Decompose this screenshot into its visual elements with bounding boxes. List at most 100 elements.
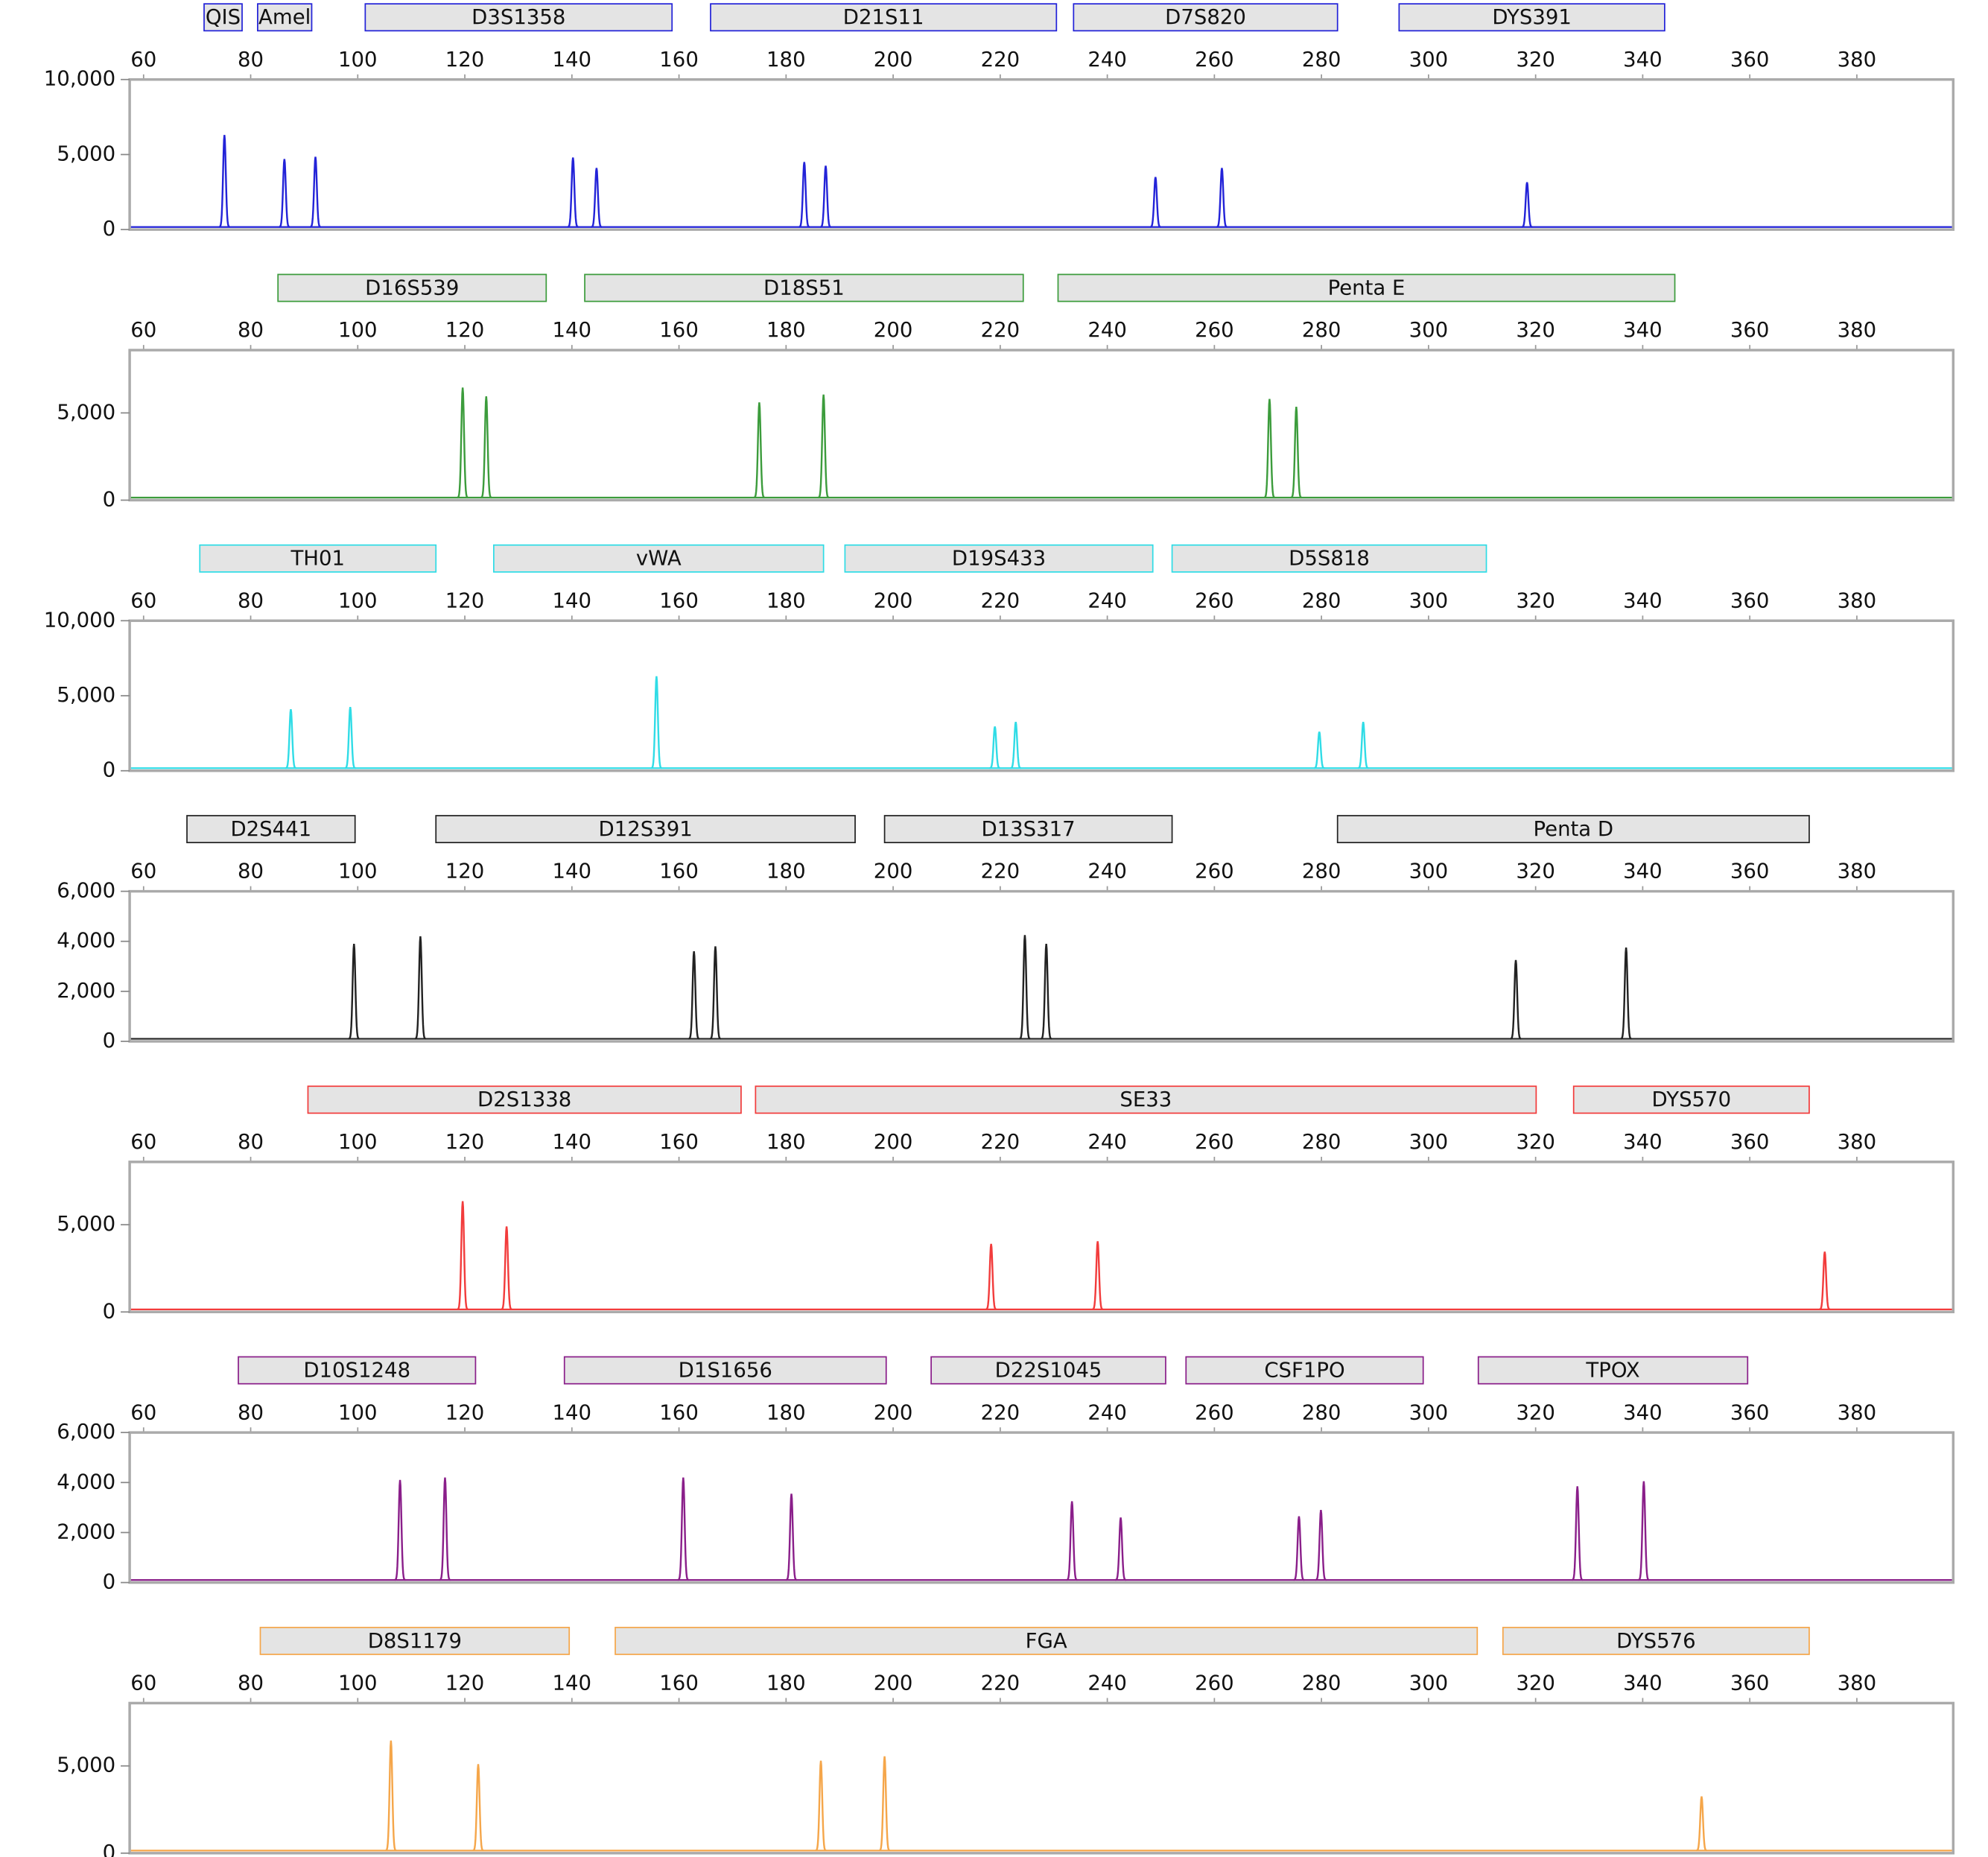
- plot-area: [128, 78, 1955, 231]
- locus-box: [277, 273, 547, 302]
- x-tick-label: 140: [553, 1672, 592, 1695]
- locus-box: [203, 3, 243, 32]
- x-tick-label: 80: [238, 588, 264, 612]
- x-tick-label: 360: [1730, 1672, 1770, 1695]
- locus-box: [1171, 544, 1487, 573]
- peak: [677, 1477, 689, 1581]
- locus-label: D18S51: [763, 276, 845, 299]
- x-tick-label: 340: [1623, 588, 1663, 612]
- x-tick-label: 240: [1087, 588, 1127, 612]
- x-tick-label: 200: [874, 1672, 913, 1695]
- peak: [1066, 1501, 1078, 1581]
- locus-box: [493, 544, 825, 573]
- y-tick-label: 2,000: [57, 979, 115, 1003]
- x-tick-label: 140: [553, 1130, 592, 1154]
- peak: [798, 162, 810, 228]
- y-tick-label: 0: [103, 217, 116, 241]
- peak: [385, 1740, 397, 1852]
- peak: [1638, 1481, 1650, 1581]
- x-tick-label: 380: [1838, 1130, 1877, 1154]
- x-tick-label: 200: [874, 318, 913, 342]
- x-tick-label: 240: [1087, 1130, 1127, 1154]
- y-tick-label: 6,000: [57, 879, 115, 903]
- x-tick-label: 140: [553, 318, 592, 342]
- peak: [1315, 1510, 1327, 1581]
- locus-label: QIS: [206, 5, 241, 29]
- locus-label: SE33: [1120, 1088, 1172, 1111]
- locus-label: D22S1045: [995, 1358, 1102, 1382]
- plot-area: [128, 1701, 1955, 1855]
- peak: [1149, 177, 1161, 228]
- x-tick-label: 280: [1302, 860, 1341, 883]
- y-tick-label: 2,000: [57, 1520, 115, 1543]
- x-tick-label: 200: [874, 48, 913, 72]
- locus-box: [755, 1085, 1537, 1114]
- locus-box: [186, 815, 356, 844]
- x-tick-label: 80: [238, 860, 264, 883]
- peak: [1263, 399, 1275, 499]
- x-tick-label: 160: [659, 860, 699, 883]
- locus-box: [883, 815, 1173, 844]
- locus-box: [257, 3, 313, 32]
- x-tick-label: 180: [766, 588, 806, 612]
- x-tick-label: 280: [1302, 1130, 1341, 1154]
- x-tick-label: 300: [1409, 318, 1449, 342]
- x-tick-label: 160: [659, 1130, 699, 1154]
- x-tick-label: 300: [1409, 588, 1449, 612]
- x-tick-label: 60: [130, 318, 156, 342]
- x-tick-label: 380: [1838, 588, 1877, 612]
- x-tick-label: 260: [1195, 318, 1234, 342]
- peak: [279, 159, 290, 228]
- plot-area: [128, 889, 1955, 1043]
- y-tick-label: 4,000: [57, 1470, 115, 1493]
- locus-label: D8S1179: [368, 1629, 462, 1653]
- peak: [753, 402, 765, 499]
- x-tick-label: 80: [238, 318, 264, 342]
- x-tick-label: 180: [766, 1672, 806, 1695]
- x-tick-label: 320: [1516, 588, 1555, 612]
- peak: [709, 946, 721, 1040]
- peak: [285, 708, 296, 769]
- peak: [1293, 1516, 1305, 1581]
- locus-label: TPOX: [1585, 1358, 1639, 1382]
- x-tick-label: 80: [238, 48, 264, 72]
- locus-label: DYS576: [1616, 1629, 1696, 1653]
- peak: [1313, 731, 1325, 769]
- x-tick-label: 180: [766, 48, 806, 72]
- x-tick-label: 60: [130, 1672, 156, 1695]
- x-tick-label: 320: [1516, 1130, 1555, 1154]
- x-tick-label: 240: [1087, 860, 1127, 883]
- x-tick-label: 280: [1302, 1672, 1341, 1695]
- x-tick-label: 140: [553, 1400, 592, 1424]
- locus-label: D7S820: [1165, 5, 1246, 29]
- x-tick-label: 340: [1623, 860, 1663, 883]
- peak: [650, 676, 662, 769]
- x-tick-label: 340: [1623, 318, 1663, 342]
- x-tick-label: 100: [338, 318, 378, 342]
- locus-box: [1336, 815, 1810, 844]
- y-tick-label: 0: [103, 1841, 116, 1857]
- locus-box: [1185, 1356, 1424, 1385]
- x-tick-label: 180: [766, 318, 806, 342]
- x-tick-label: 140: [553, 588, 592, 612]
- peak: [480, 396, 492, 499]
- x-tick-label: 360: [1730, 48, 1770, 72]
- y-tick-label: 0: [103, 487, 116, 511]
- locus-box: [364, 3, 673, 32]
- x-tick-label: 80: [238, 1400, 264, 1424]
- x-tick-label: 60: [130, 1130, 156, 1154]
- locus-label: TH01: [290, 547, 345, 571]
- peak: [501, 1226, 512, 1310]
- y-tick-label: 0: [103, 1299, 116, 1323]
- x-tick-label: 260: [1195, 1400, 1234, 1424]
- x-tick-label: 260: [1195, 1672, 1234, 1695]
- x-tick-label: 140: [553, 48, 592, 72]
- x-tick-label: 160: [659, 1672, 699, 1695]
- peak: [989, 726, 1001, 769]
- x-tick-label: 120: [445, 48, 485, 72]
- x-tick-label: 120: [445, 1400, 485, 1424]
- x-tick-label: 100: [338, 860, 378, 883]
- peak: [815, 1760, 827, 1852]
- x-tick-label: 80: [238, 1672, 264, 1695]
